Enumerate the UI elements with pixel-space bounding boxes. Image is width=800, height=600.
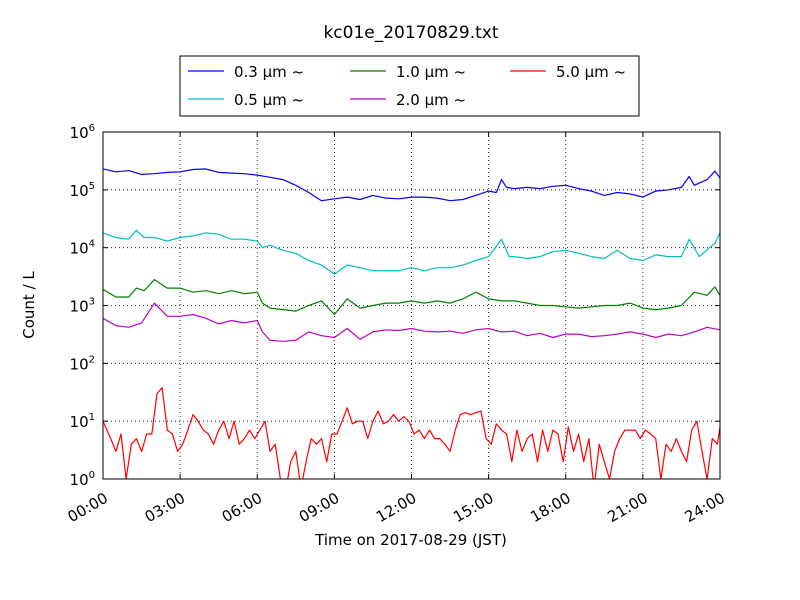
- y-tick-label: 102: [70, 354, 95, 373]
- legend-label: 1.0 μm ~: [396, 63, 466, 81]
- y-tick-label: 100: [70, 470, 95, 489]
- chart-title: kc01e_20170829.txt: [323, 23, 498, 43]
- grid-lines: [103, 132, 720, 479]
- x-axis-label: Time on 2017-08-29 (JST): [314, 531, 507, 549]
- series-line: [103, 229, 720, 275]
- series-line: [103, 279, 720, 316]
- y-axis: 100 101 102 103 104 105 106: [70, 123, 720, 489]
- legend-label: 5.0 μm ~: [556, 63, 626, 81]
- series-line: [103, 302, 720, 342]
- series-line: [103, 387, 720, 479]
- series-line: [103, 168, 720, 202]
- legend: 0.3 μm ~ 0.5 μm ~ 1.0 μm ~ 2.0 μm ~ 5.0 μm ~: [179, 55, 640, 117]
- y-tick-label: 105: [70, 181, 95, 200]
- legend-label: 0.3 μm ~: [234, 63, 304, 81]
- y-tick-label: 104: [70, 239, 95, 258]
- legend-label: 0.5 μm ~: [234, 91, 304, 109]
- series-lines: [103, 168, 720, 479]
- y-tick-label: 106: [70, 123, 95, 142]
- legend-box: [179, 55, 640, 117]
- y-axis-label: Count / L: [20, 271, 38, 339]
- y-tick-label: 103: [70, 297, 95, 316]
- y-tick-label: 101: [70, 412, 95, 431]
- legend-label: 2.0 μm ~: [396, 91, 466, 109]
